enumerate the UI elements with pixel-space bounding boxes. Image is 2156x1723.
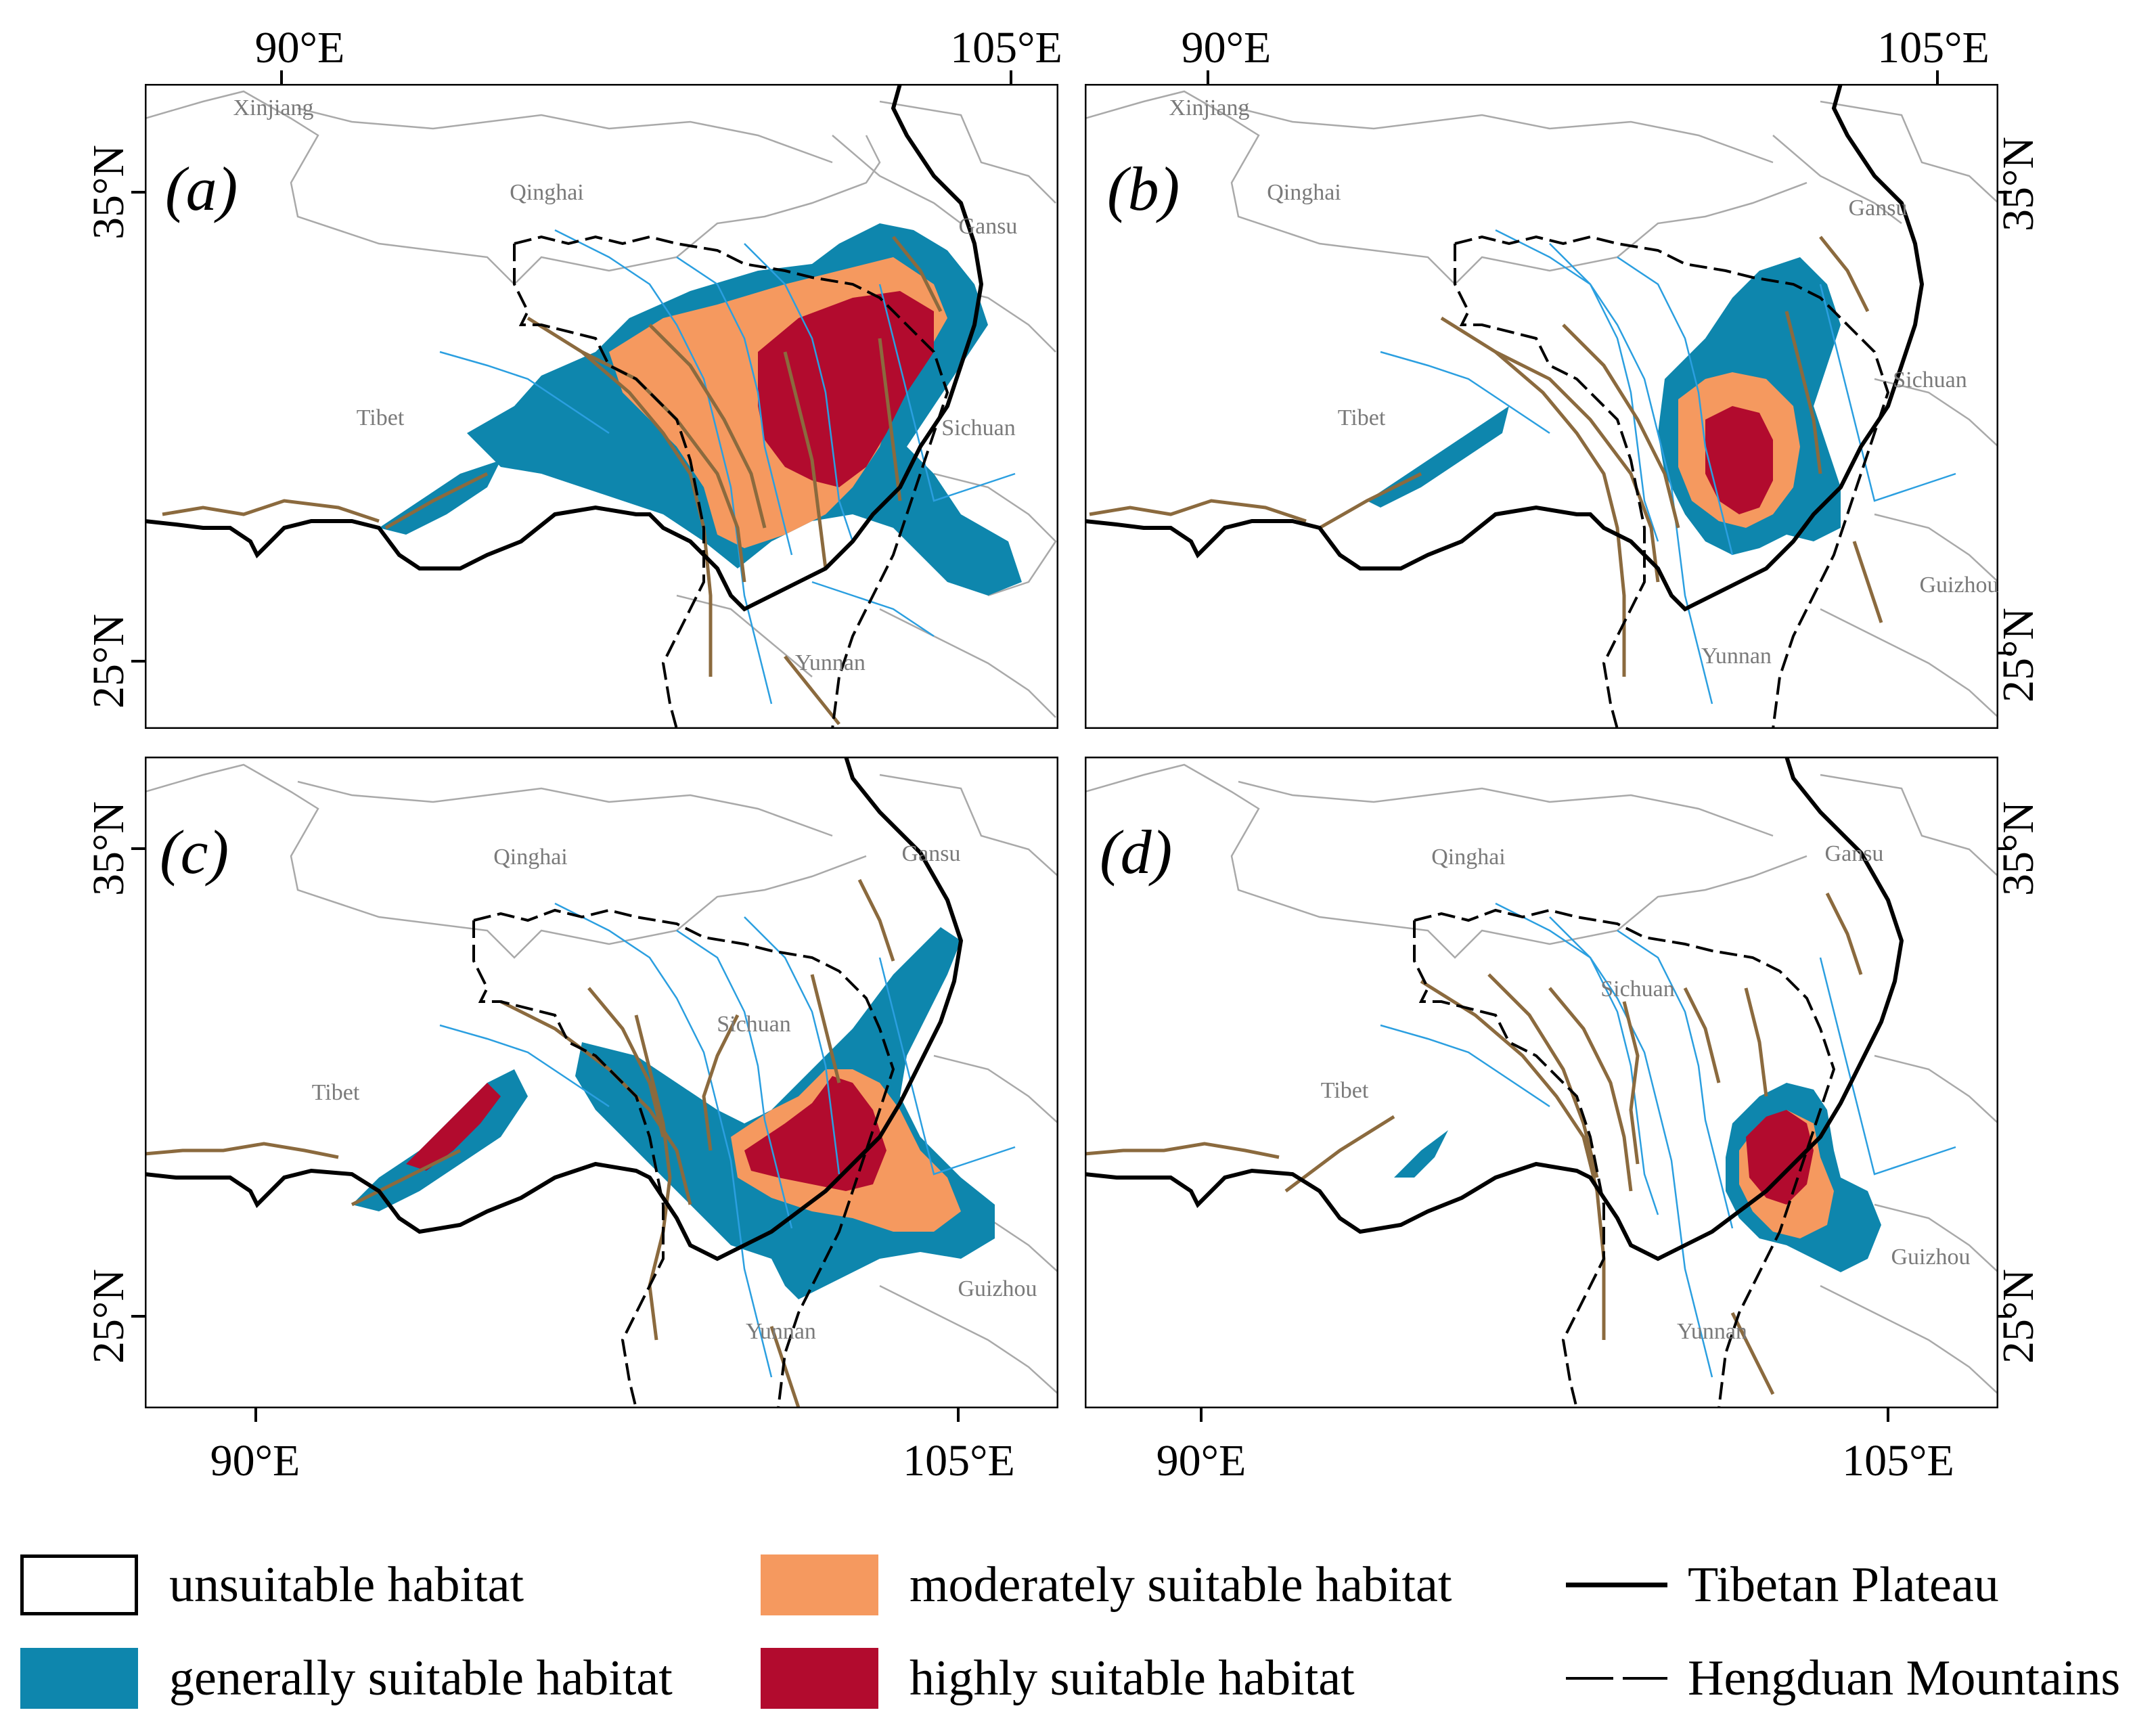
hengduan-faults <box>1089 236 1883 677</box>
tibetan-plateau-boundary <box>145 84 984 612</box>
hengduan-faults <box>1085 892 1863 1395</box>
panel-a <box>145 84 1058 729</box>
habitat-highly <box>1705 406 1773 514</box>
panel-c <box>145 757 1058 1408</box>
rivers <box>1380 902 1956 1378</box>
tick-label: 90°E <box>210 1436 300 1485</box>
panel-label: (b) <box>1107 154 1180 223</box>
place-label: Qinghai <box>1267 180 1341 205</box>
legend-label: highly suitable habitat <box>909 1650 1355 1706</box>
province-boundaries <box>1085 90 1998 718</box>
legend-highly: highly suitable habitat <box>761 1644 1355 1712</box>
tick-label: 35°N <box>84 145 133 240</box>
legend-plateau: Tibetan Plateau <box>1566 1551 1999 1619</box>
legend-swatch-hengduan <box>1566 1648 1667 1709</box>
place-label: Yunnan <box>795 650 866 675</box>
tick-label: 35°N <box>84 801 133 896</box>
rivers <box>439 902 1016 1378</box>
legend-unsuitable: unsuitable habitat <box>20 1551 524 1619</box>
hengduan-faults <box>162 236 943 725</box>
tibetan-plateau-boundary <box>1085 757 1904 1261</box>
tick-label: 35°N <box>1994 137 2043 231</box>
legend-swatch-moderately <box>761 1554 878 1615</box>
place-label: Yunnan <box>1701 644 1772 669</box>
panel-label: (d) <box>1100 818 1172 887</box>
legend-hengduan: Hengduan Mountains <box>1566 1644 2120 1712</box>
place-label: Sichuan <box>717 1012 791 1037</box>
legend-moderately: moderately suitable habitat <box>761 1551 1452 1619</box>
tick-label: 90°E <box>1156 1436 1247 1485</box>
place-label: Gansu <box>959 214 1018 239</box>
place-label: Xinjiang <box>1169 95 1250 120</box>
tick-label: 25°N <box>1994 608 2043 702</box>
rivers <box>439 229 1016 704</box>
place-label: Tibet <box>312 1080 360 1105</box>
place-label: Tibet <box>357 405 405 430</box>
tick-label: 90°E <box>255 23 345 72</box>
legend: unsuitable habitat generally suitable ha… <box>0 1523 2156 1723</box>
place-label: Sichuan <box>1600 977 1675 1002</box>
place-label: Qinghai <box>1431 845 1506 870</box>
tick-label: 25°N <box>1994 1269 2043 1364</box>
place-label: Gansu <box>902 841 961 866</box>
tick-label: 105°E <box>903 1436 1015 1485</box>
place-label: Guizhou <box>958 1276 1037 1301</box>
tick-label: 105°E <box>950 23 1062 72</box>
hengduan-boundary <box>472 908 895 1408</box>
tibetan-plateau-boundary <box>145 757 964 1261</box>
legend-label: Hengduan Mountains <box>1688 1650 2121 1706</box>
tibetan-plateau-boundary <box>1085 84 1925 612</box>
tick-label: 105°E <box>1877 23 1990 72</box>
legend-label: moderately suitable habitat <box>909 1557 1452 1613</box>
panel-b <box>1085 84 1998 729</box>
place-label: Tibet <box>1338 405 1386 430</box>
panel-d <box>1085 757 1998 1408</box>
legend-swatch-unsuitable <box>20 1554 138 1615</box>
place-label: Gansu <box>1825 841 1884 866</box>
legend-label: generally suitable habitat <box>169 1650 673 1706</box>
tick-label: 35°N <box>1994 801 2043 896</box>
habitat-highly <box>758 291 934 487</box>
tick-label: 105°E <box>1842 1436 1954 1485</box>
legend-swatch-highly <box>761 1648 878 1709</box>
tick-label: 25°N <box>84 1269 133 1364</box>
place-label: Yunnan <box>1677 1319 1747 1344</box>
tick-label: 25°N <box>84 614 133 709</box>
hengduan-boundary <box>1413 908 1836 1408</box>
legend-generally: generally suitable habitat <box>20 1644 673 1712</box>
legend-swatch-plateau <box>1566 1554 1667 1615</box>
place-label: Tibet <box>1321 1078 1369 1103</box>
place-label: Qinghai <box>493 845 568 870</box>
legend-label: Tibetan Plateau <box>1688 1557 1999 1613</box>
panel-label: (a) <box>165 154 238 223</box>
hengduan-boundary <box>1454 235 1890 729</box>
axis-ticks <box>131 70 2012 1422</box>
place-label: Yunnan <box>746 1319 816 1344</box>
place-label: Sichuan <box>941 416 1016 441</box>
map-figure: 90°E 105°E 35°N 25°N (a) Xinjiang Qingha… <box>84 23 2043 1485</box>
province-boundaries <box>1085 763 1998 1395</box>
place-label: Gansu <box>1849 196 1908 221</box>
habitat-highly <box>406 1076 886 1191</box>
place-label: Guizhou <box>1919 573 1998 598</box>
tick-label: 90°E <box>1182 23 1272 72</box>
hengduan-boundary <box>513 235 949 729</box>
place-label: Qinghai <box>510 180 584 205</box>
legend-label: unsuitable habitat <box>169 1557 524 1613</box>
panel-label: (c) <box>160 818 229 887</box>
place-label: Xinjiang <box>233 95 314 120</box>
legend-swatch-generally <box>20 1648 138 1709</box>
place-label: Guizhou <box>1891 1245 1970 1270</box>
province-boundaries <box>145 763 1058 1395</box>
place-label: Sichuan <box>1893 367 1967 393</box>
panel-frame <box>1085 84 1998 729</box>
